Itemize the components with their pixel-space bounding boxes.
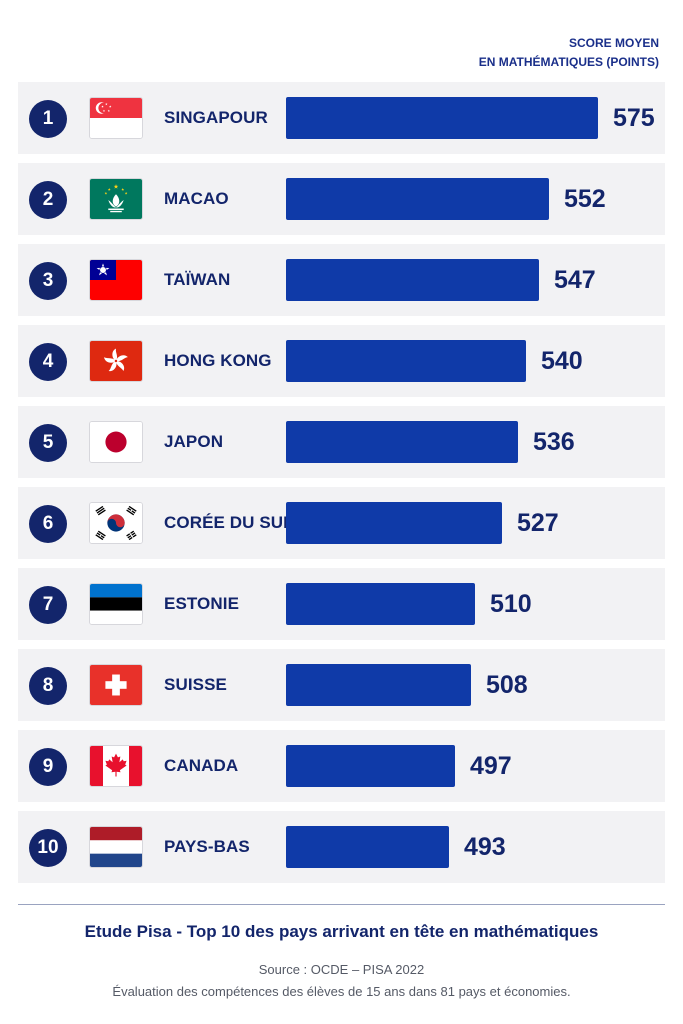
source-text: Source : OCDE – PISA 2022 <box>258 962 425 977</box>
bar <box>286 583 475 625</box>
chart-row: 9 CANADA 497 <box>18 730 665 802</box>
category-label: JAPON <box>164 432 224 451</box>
chart-row: 3 TAÏWAN 547 <box>18 244 665 316</box>
category-label: SINGAPOUR <box>164 108 268 127</box>
chart-row: 5 JAPON 536 <box>18 406 665 478</box>
value-label: 497 <box>470 752 512 780</box>
chart-row: 10 PAYS-BAS 493 <box>18 811 665 883</box>
axis-title-line2: EN MATHÉMATIQUES (POINTS) <box>478 55 659 69</box>
bar <box>286 421 518 463</box>
hong-kong-flag-icon <box>89 340 143 382</box>
bar <box>286 826 449 868</box>
category-label: CANADA <box>164 756 239 775</box>
axis-title-line1: SCORE MOYEN <box>568 36 659 50</box>
estonia-flag-icon <box>89 583 143 625</box>
rank-badge: 5 <box>29 424 67 462</box>
value-label: 493 <box>464 833 506 861</box>
note-text: Évaluation des compétences des élèves de… <box>112 984 571 999</box>
chart-row: 4 HONG KONG 540 <box>18 325 665 397</box>
value-label: 527 <box>517 509 559 537</box>
footer-title: Etude Pisa - Top 10 des pays arrivant en… <box>84 922 599 941</box>
value-label: 508 <box>486 671 528 699</box>
chart-row: 1 SINGAPOUR 575 <box>18 82 665 154</box>
value-label: 575 <box>613 104 655 132</box>
switzerland-flag-icon <box>89 664 143 706</box>
macao-flag-icon <box>89 178 143 220</box>
canada-flag-icon <box>89 745 143 787</box>
value-label: 536 <box>533 428 575 456</box>
value-label: 510 <box>490 590 532 618</box>
rank-badge: 7 <box>29 586 67 624</box>
chart-row: 8 SUISSE 508 <box>18 649 665 721</box>
rank-badge: 6 <box>29 505 67 543</box>
category-label: TAÏWAN <box>164 270 231 289</box>
netherlands-flag-icon <box>89 826 143 868</box>
chart-row: 6 CORÉE DU SUD 527 <box>18 487 665 559</box>
south-korea-flag-icon <box>89 502 143 544</box>
chart-row: 2 MACAO 552 <box>18 163 665 235</box>
bar <box>286 178 549 220</box>
category-label: MACAO <box>164 189 229 208</box>
value-label: 540 <box>541 347 583 375</box>
rank-badge: 8 <box>29 667 67 705</box>
rank-badge: 2 <box>29 181 67 219</box>
rank-badge: 3 <box>29 262 67 300</box>
bar <box>286 745 455 787</box>
category-label: HONG KONG <box>164 351 272 370</box>
rank-badge: 10 <box>29 829 67 867</box>
japan-flag-icon <box>89 421 143 463</box>
divider <box>18 904 665 905</box>
rank-badge: 1 <box>29 100 67 138</box>
chart-row: 7 ESTONIE 510 <box>18 568 665 640</box>
category-label: PAYS-BAS <box>164 837 250 856</box>
category-label: CORÉE DU SUD <box>164 513 296 532</box>
value-label: 552 <box>564 185 606 213</box>
category-label: SUISSE <box>164 675 227 694</box>
category-label: ESTONIE <box>164 594 240 613</box>
rank-badge: 9 <box>29 748 67 786</box>
bar <box>286 502 502 544</box>
taiwan-flag-icon <box>89 259 143 301</box>
bar <box>286 259 539 301</box>
axis-title: SCORE MOYEN EN MATHÉMATIQUES (POINTS) <box>479 34 659 72</box>
bar <box>286 97 598 139</box>
singapore-flag-icon <box>89 97 143 139</box>
bar <box>286 664 471 706</box>
bar <box>286 340 526 382</box>
rank-badge: 4 <box>29 343 67 381</box>
value-label: 547 <box>554 266 596 294</box>
